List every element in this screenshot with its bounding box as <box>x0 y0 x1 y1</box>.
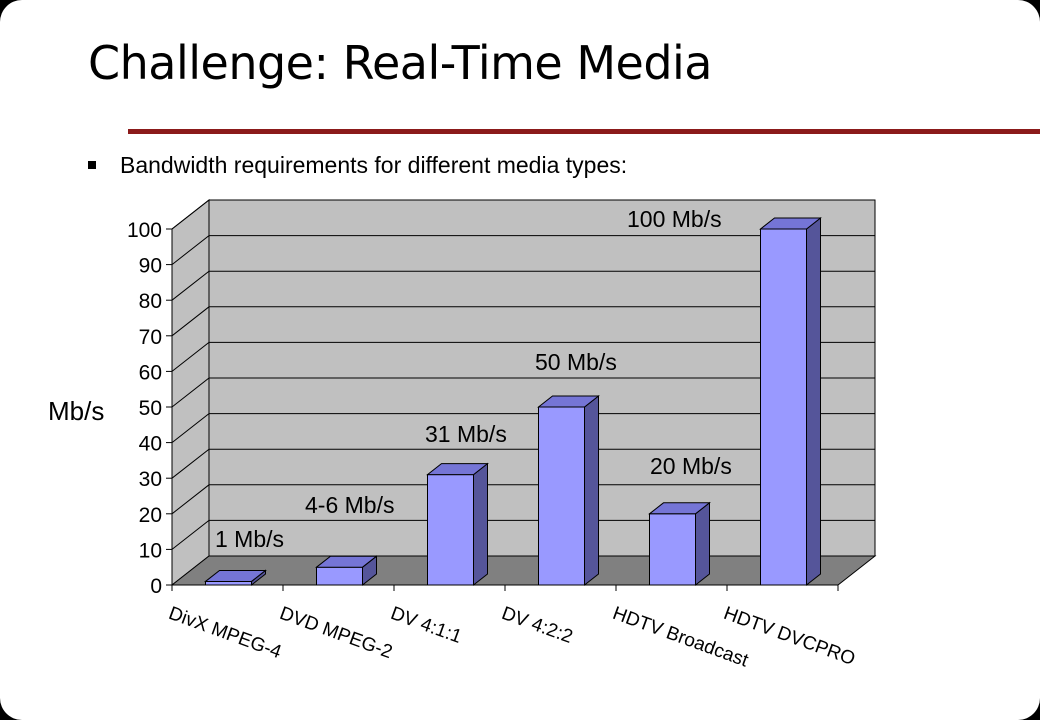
bar <box>316 566 363 586</box>
slide-title: Challenge: Real-Time Media <box>88 36 713 90</box>
y-tick-label: 50 <box>139 397 162 420</box>
y-tick-label: 30 <box>139 468 162 491</box>
gridline <box>171 270 875 301</box>
bar-data-label: 50 Mb/s <box>535 349 617 375</box>
bar-top-face <box>759 217 822 230</box>
x-category-label: DVD MPEG-2 <box>277 603 395 663</box>
bullet-text: Bandwidth requirements for different med… <box>120 151 628 178</box>
gridline <box>171 306 875 337</box>
bar-top-face <box>315 555 378 568</box>
bar <box>427 474 474 586</box>
gridline <box>171 235 875 265</box>
x-category-label: DV 4:2:2 <box>499 603 576 648</box>
bar-data-label: 20 Mb/s <box>650 453 732 479</box>
bar-top-face <box>204 569 267 582</box>
bar-side-face <box>473 462 488 587</box>
gridline <box>171 341 875 372</box>
gridline <box>171 199 875 230</box>
bar <box>538 406 585 586</box>
bar-top-face <box>648 502 711 515</box>
y-tick-label: 20 <box>139 504 162 527</box>
gridline <box>171 484 875 515</box>
bar-top-face <box>426 463 489 476</box>
bar-data-label: 4-6 Mb/s <box>305 492 394 518</box>
bar-side-face <box>806 216 821 587</box>
y-tick-label: 40 <box>139 433 162 456</box>
y-tick-label: 100 <box>127 219 162 242</box>
gridline <box>171 413 875 443</box>
x-category-label: DivX MPEG-4 <box>166 603 285 663</box>
x-category-label: DV 4:1:1 <box>388 603 465 648</box>
y-tick-label: 10 <box>139 539 162 562</box>
title-divider <box>128 129 1040 134</box>
bar-side-face <box>695 501 710 587</box>
bar-data-label: 100 Mb/s <box>627 206 722 232</box>
bar <box>205 580 252 586</box>
square-bullet-icon <box>88 161 96 169</box>
bullet-item: Bandwidth requirements for different med… <box>88 150 627 180</box>
bar-top-face <box>537 395 600 408</box>
bar <box>649 513 696 586</box>
bar <box>760 228 807 586</box>
y-tick-label: 80 <box>139 290 162 313</box>
bar-side-face <box>584 394 599 587</box>
bar-data-label: 1 Mb/s <box>215 526 284 552</box>
y-tick-label: 0 <box>150 575 162 598</box>
gridline <box>171 448 875 479</box>
gridline <box>171 377 875 408</box>
y-axis-title: Mb/s <box>48 396 104 426</box>
bar-data-label: 31 Mb/s <box>425 421 507 447</box>
y-tick-label: 70 <box>139 326 162 349</box>
y-tick-label: 90 <box>139 255 162 278</box>
y-tick-label: 60 <box>139 361 162 384</box>
